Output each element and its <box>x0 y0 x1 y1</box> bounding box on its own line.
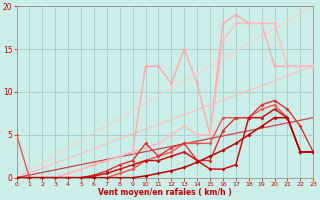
X-axis label: Vent moyen/en rafales ( km/h ): Vent moyen/en rafales ( km/h ) <box>98 188 232 197</box>
